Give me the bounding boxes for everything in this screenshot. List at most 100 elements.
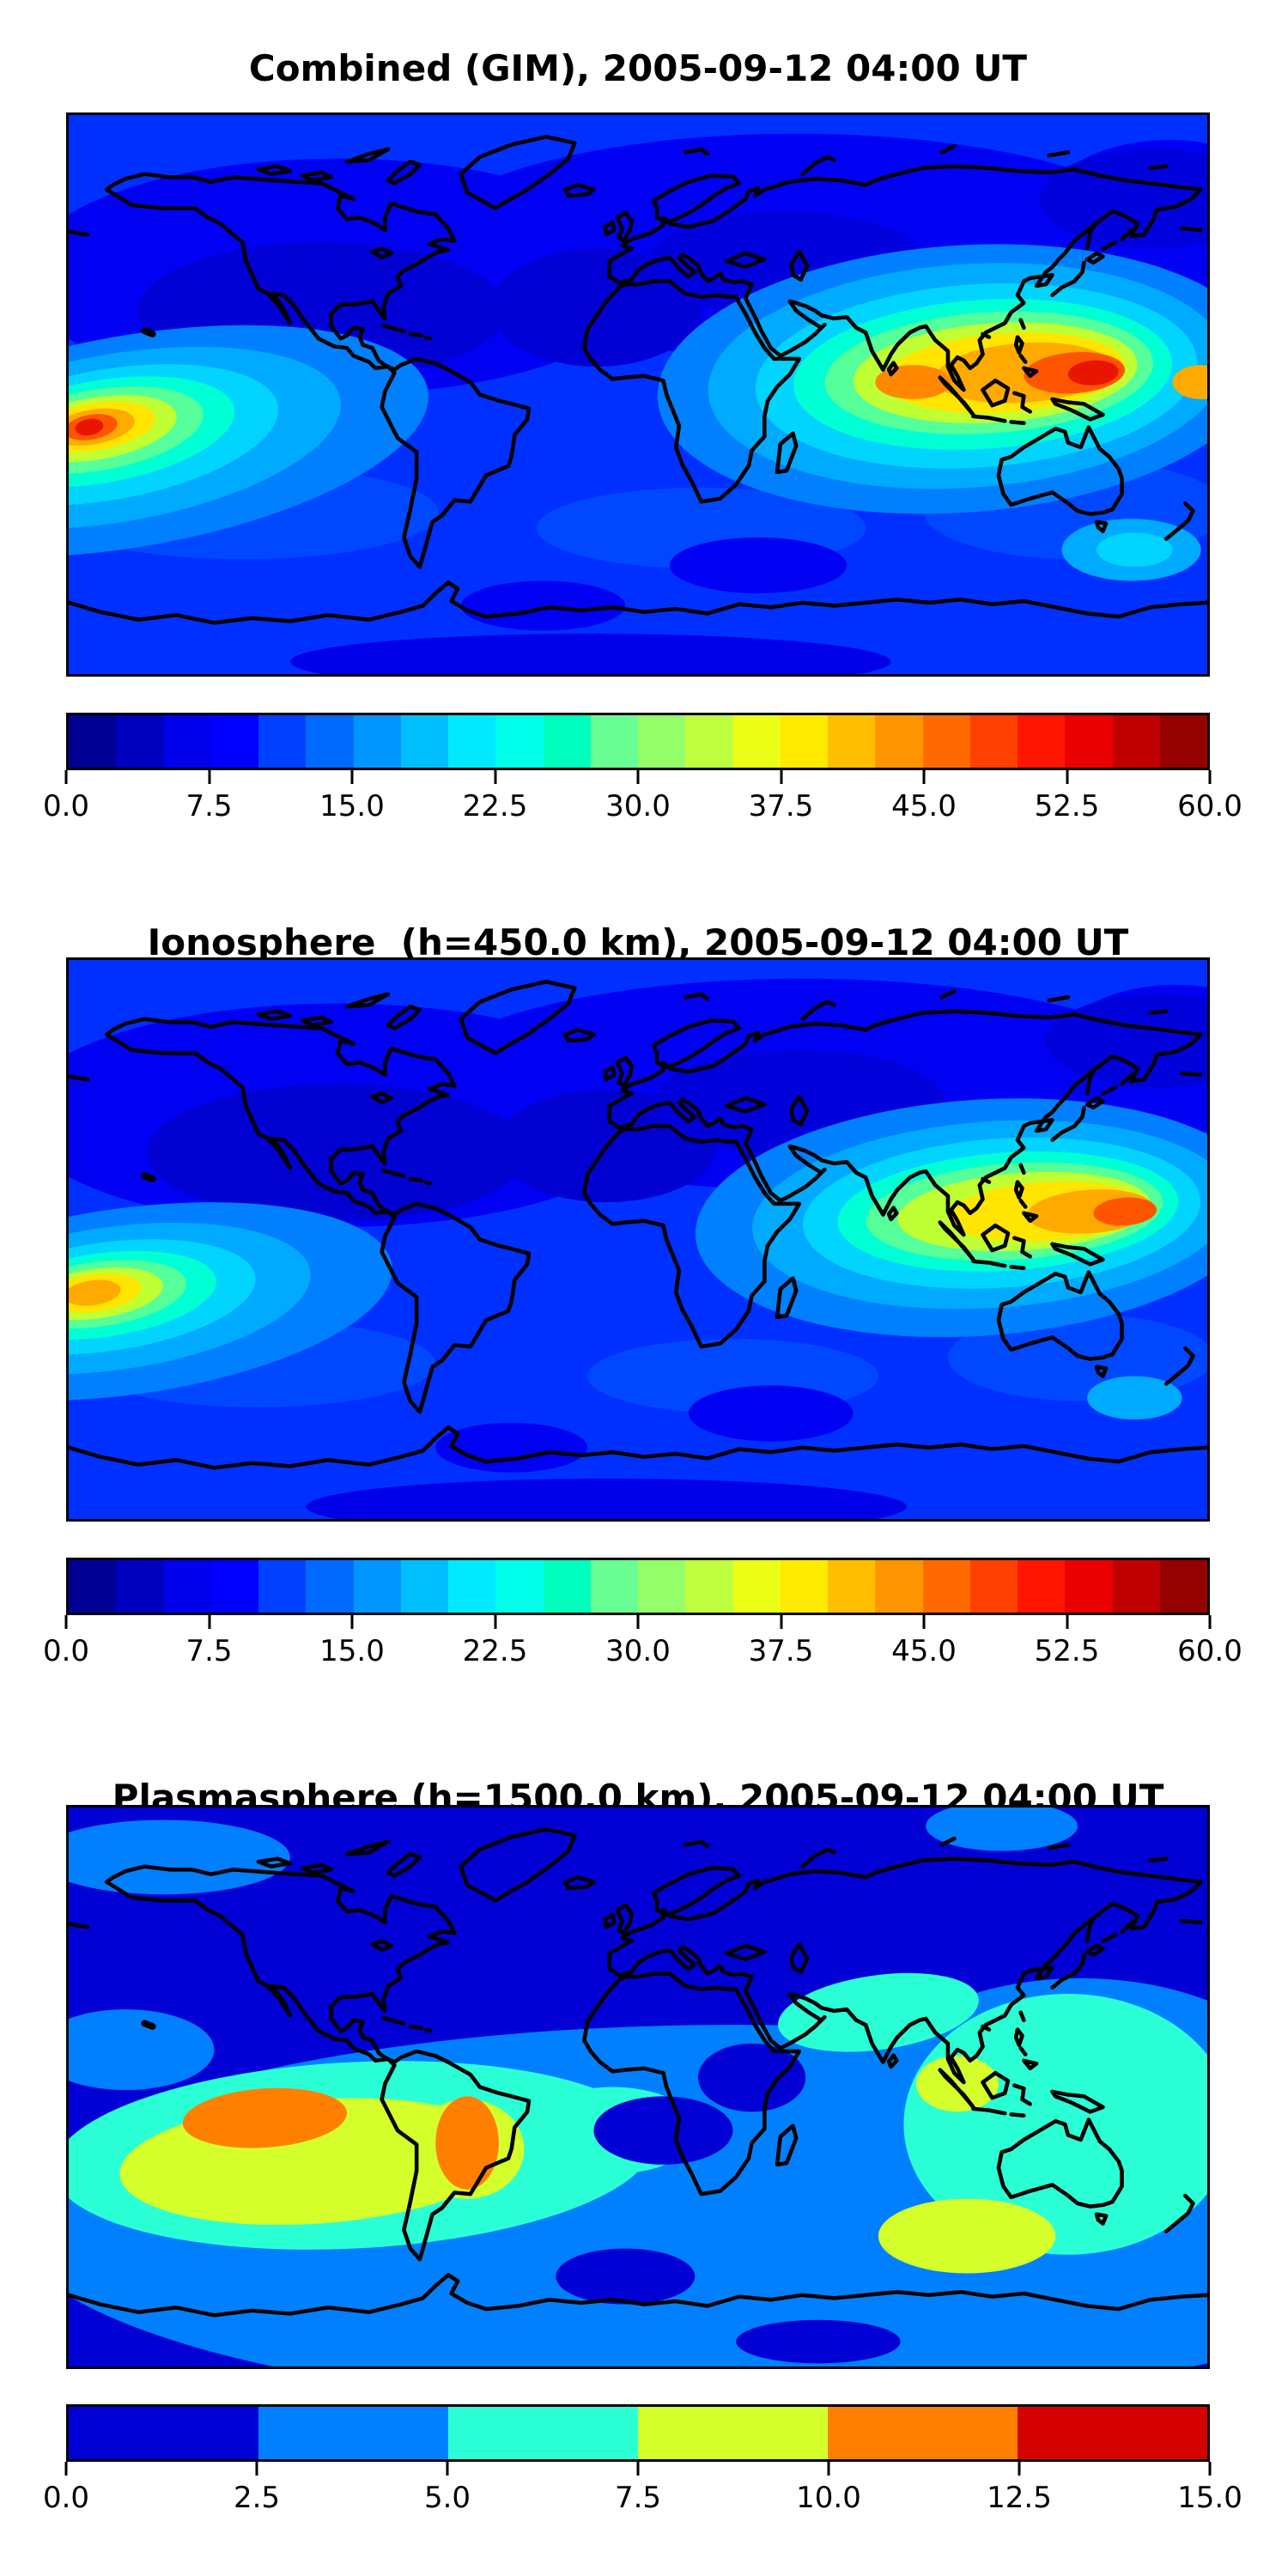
tec-field-plasmasphere xyxy=(69,1807,1207,2366)
colorbar-segment xyxy=(875,1560,923,1613)
colorbar-tick-mark xyxy=(1066,770,1068,784)
colorbar-segment xyxy=(543,715,591,768)
colorbar-segments xyxy=(69,715,1207,768)
colorbar-tick-label: 60.0 xyxy=(1177,1634,1242,1668)
colorbar-tick-mark xyxy=(636,2462,640,2476)
colorbar-segment xyxy=(638,1560,686,1613)
contour-blob xyxy=(1039,149,1207,249)
colorbar-tick-label: 0.0 xyxy=(42,789,90,823)
colorbar-tick-label: 7.5 xyxy=(185,1634,233,1668)
contour-blob xyxy=(736,2319,901,2364)
contour-blob xyxy=(1087,1376,1182,1420)
colorbar-tick-label: 60.0 xyxy=(1177,789,1242,823)
contour-blob xyxy=(688,1385,854,1442)
colorbar-tick-label: 22.5 xyxy=(462,789,528,823)
contour-blob xyxy=(1093,1197,1157,1226)
map-plot-area-combined xyxy=(66,112,1210,677)
colorbar-segment xyxy=(400,715,448,768)
colorbar-segment xyxy=(1159,1560,1207,1613)
colorbar-segments xyxy=(69,2407,1207,2459)
panel-title-ionosphere: Ionosphere (h=450.0 km), 2005-09-12 04:0… xyxy=(147,920,1129,963)
contour-blob xyxy=(926,1807,1078,1851)
colorbar-tick-mark xyxy=(1208,1615,1212,1629)
colorbar-tick-mark xyxy=(64,2462,68,2476)
contour-blob xyxy=(875,365,951,399)
colorbar-tick-label: 12.5 xyxy=(987,2481,1052,2515)
tec-field-ionosphere xyxy=(69,960,1207,1519)
contour-blob xyxy=(435,1422,588,1473)
colorbar-segment xyxy=(69,2407,258,2459)
colorbar-segment xyxy=(353,1560,401,1613)
colorbar-segment xyxy=(732,1560,781,1613)
colorbar-segment xyxy=(1065,1560,1113,1613)
colorbar-segment xyxy=(922,715,970,768)
colorbar-combined xyxy=(66,713,1210,770)
contour-blob xyxy=(593,2096,733,2165)
contour-blob xyxy=(556,2248,696,2305)
colorbar-segment xyxy=(69,715,117,768)
colorbar-segment xyxy=(1018,715,1066,768)
colorbar-segment xyxy=(210,715,258,768)
contour-blob xyxy=(697,2043,806,2112)
colorbar-tick-mark xyxy=(1208,770,1212,784)
colorbar-tick-label: 2.5 xyxy=(233,2481,281,2515)
colorbar-tick-label: 30.0 xyxy=(605,789,671,823)
colorbar-segment xyxy=(69,1560,117,1613)
colorbar-segment xyxy=(922,1560,970,1613)
colorbar-segment xyxy=(638,715,686,768)
colorbar-segment xyxy=(448,1560,496,1613)
colorbar-segment xyxy=(258,715,307,768)
colorbar-segment xyxy=(400,1560,448,1613)
colorbar-segment xyxy=(828,1560,876,1613)
colorbar-tick-label: 7.5 xyxy=(185,789,233,823)
colorbar-segment xyxy=(1112,1560,1160,1613)
colorbar-ticks-combined: 0.0 7.5 15.0 22.5 30.0 37.5 45.0 52.5 60.0 xyxy=(43,770,1242,842)
colorbar-segment xyxy=(685,1560,733,1613)
colorbar-tick-mark xyxy=(1208,2462,1212,2476)
colorbar-tick-mark xyxy=(780,1615,782,1629)
colorbar-segment xyxy=(353,715,401,768)
contour-blob xyxy=(75,418,104,436)
colorbar-segment xyxy=(1018,1560,1066,1613)
colorbar-tick-label: 5.0 xyxy=(423,2481,471,2515)
tec-field-combined xyxy=(69,115,1207,674)
colorbar-segment xyxy=(1065,715,1113,768)
colorbar-ionosphere xyxy=(66,1558,1210,1615)
colorbar-segment xyxy=(163,715,211,768)
colorbar-segment xyxy=(543,1560,591,1613)
colorbar-segment xyxy=(969,715,1018,768)
contour-blob xyxy=(435,2096,499,2190)
colorbar-tick-mark xyxy=(922,770,926,784)
colorbar-tick-mark xyxy=(494,770,496,784)
contour-blob xyxy=(492,248,702,367)
colorbar-segment xyxy=(638,2407,828,2459)
colorbar-tick-label: 15.0 xyxy=(319,1634,385,1668)
colorbar-tick-label: 0.0 xyxy=(42,1634,90,1668)
contour-blob xyxy=(289,633,891,674)
colorbar-segment xyxy=(306,1560,354,1613)
colorbar-segment xyxy=(875,715,923,768)
colorbar-tick-mark xyxy=(350,770,354,784)
contour-blob xyxy=(69,1820,290,1895)
colorbar-plasmasphere xyxy=(66,2404,1210,2462)
colorbar-segment xyxy=(590,1560,638,1613)
colorbar-segment xyxy=(780,715,828,768)
colorbar-segment xyxy=(116,715,164,768)
colorbar-tick-label: 30.0 xyxy=(605,1634,671,1668)
colorbar-tick-mark xyxy=(446,2462,449,2476)
colorbar-segment xyxy=(258,2407,448,2459)
colorbar-tick-mark xyxy=(1018,2462,1021,2476)
colorbar-segment xyxy=(1112,715,1160,768)
colorbar-segments xyxy=(69,1560,1207,1613)
contour-blob xyxy=(903,1994,1207,2255)
colorbar-segment xyxy=(780,1560,828,1613)
colorbar-segment xyxy=(210,1560,258,1613)
map-plot-area-plasmasphere xyxy=(66,1805,1210,2369)
colorbar-segment xyxy=(1159,715,1207,768)
colorbar-tick-label: 37.5 xyxy=(748,789,814,823)
colorbar-tick-label: 15.0 xyxy=(319,789,385,823)
contour-blob xyxy=(182,2087,347,2148)
contour-blob xyxy=(778,1972,979,2052)
colorbar-tick-mark xyxy=(922,1615,926,1629)
